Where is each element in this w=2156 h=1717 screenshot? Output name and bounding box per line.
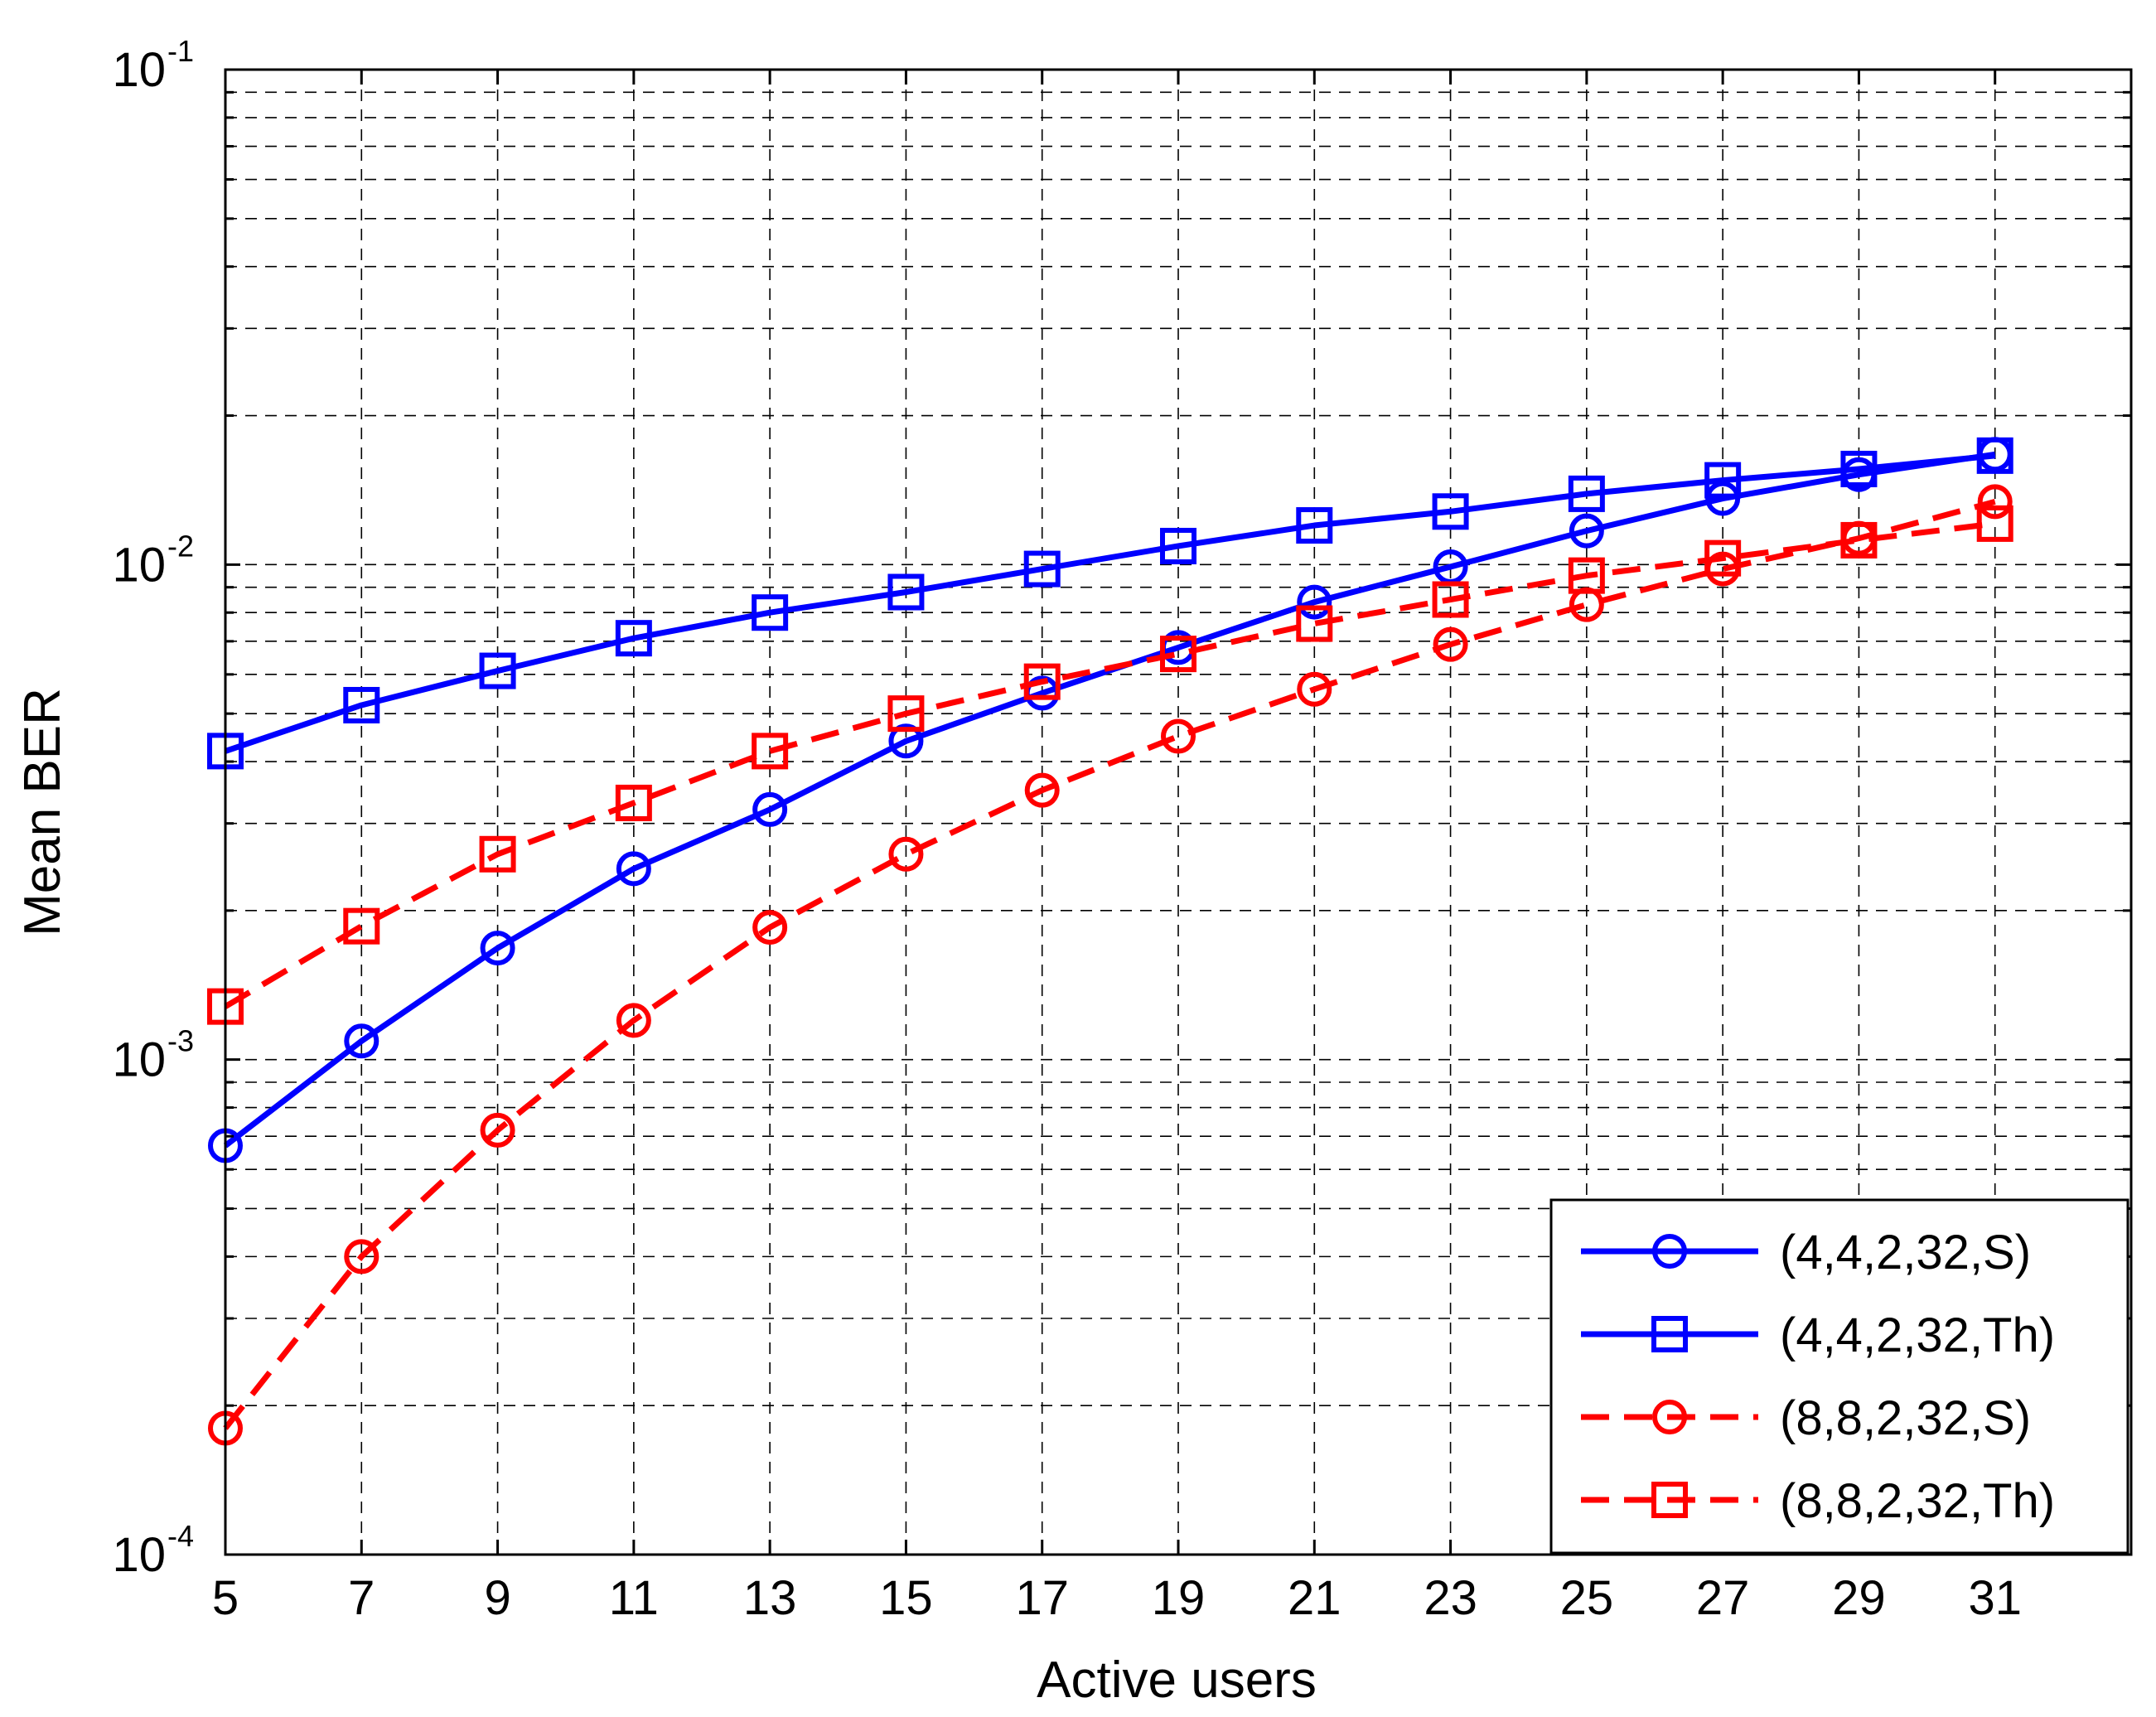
data-point xyxy=(752,594,789,631)
data-point xyxy=(1433,626,1468,662)
series-layer xyxy=(207,437,2013,1446)
data-point xyxy=(343,686,380,723)
grid-lines xyxy=(225,70,2131,1555)
data-point xyxy=(887,695,925,733)
data-point xyxy=(479,835,516,873)
data-point xyxy=(616,1003,651,1038)
data-point xyxy=(888,836,924,872)
y-tick-base: 10 xyxy=(112,1528,166,1582)
y-tick-exponent: -2 xyxy=(167,529,194,563)
x-tick-label: 17 xyxy=(1015,1571,1069,1625)
data-point xyxy=(1296,507,1333,544)
data-point xyxy=(616,851,651,887)
data-point xyxy=(752,733,789,770)
legend-label: (4,4,2,32,Th) xyxy=(1780,1308,2055,1362)
legend-label: (8,8,2,32,S) xyxy=(1780,1391,2031,1445)
y-tick-exponent: -4 xyxy=(167,1519,194,1553)
y-tick-base: 10 xyxy=(112,43,166,97)
data-point xyxy=(752,791,788,827)
data-point xyxy=(344,1239,379,1274)
data-point xyxy=(752,910,788,946)
legend-marker xyxy=(1652,1234,1687,1269)
data-point xyxy=(1840,450,1878,487)
data-point xyxy=(1297,584,1332,620)
data-point xyxy=(1023,663,1061,700)
legend-entry: (4,4,2,32,S) xyxy=(1581,1226,2031,1279)
x-tick-label: 13 xyxy=(743,1571,797,1625)
legend-label: (8,8,2,32,Th) xyxy=(1780,1474,2055,1528)
x-tick-label: 7 xyxy=(348,1571,375,1625)
data-point xyxy=(1568,557,1605,594)
legend-entry: (4,4,2,32,Th) xyxy=(1581,1308,2055,1362)
data-point xyxy=(1704,539,1742,577)
data-point xyxy=(479,652,516,689)
series-line xyxy=(223,499,1996,1430)
series-line xyxy=(224,452,1996,754)
y-tick-base: 10 xyxy=(112,538,166,592)
y-axis-label: Mean BER xyxy=(14,688,71,936)
x-tick-labels: 5 7 9 11 13 15 17 19 21 23 25 27 29 31 xyxy=(212,1571,2022,1625)
y-tick-labels: 10-410-310-210-1 xyxy=(112,34,194,1582)
data-point xyxy=(1569,513,1604,549)
series-line xyxy=(224,520,1996,1009)
data-point xyxy=(1976,505,2013,542)
y-tick-exponent: -3 xyxy=(167,1024,194,1058)
y-tick-label: 10 -2 xyxy=(112,529,194,592)
x-tick-label: 23 xyxy=(1424,1571,1477,1625)
data-point xyxy=(1023,550,1061,588)
y-tick-label: 10 -3 xyxy=(112,1024,194,1087)
data-point xyxy=(615,620,652,657)
legend-box xyxy=(1549,1198,2129,1555)
data-point xyxy=(1432,581,1469,618)
data-point xyxy=(1024,772,1060,808)
data-point xyxy=(1297,671,1332,707)
data-point xyxy=(344,1023,379,1059)
x-tick-label: 25 xyxy=(1560,1571,1614,1625)
data-point xyxy=(1161,718,1196,754)
x-axis-label: Active users xyxy=(1037,1652,1317,1709)
x-tick-label: 27 xyxy=(1696,1571,1750,1625)
legend-marker xyxy=(1651,1316,1688,1352)
y-tick-label: 10 -1 xyxy=(112,34,194,97)
legend-entry: (8,8,2,32,S) xyxy=(1581,1391,2031,1445)
data-point xyxy=(1704,462,1742,499)
y-tick-base: 10 xyxy=(112,1033,166,1087)
legend-marker xyxy=(1651,1482,1688,1518)
y-tick-exponent: -1 xyxy=(167,34,194,68)
legend-entry: (8,8,2,32,Th) xyxy=(1581,1474,2055,1528)
legend: (4,4,2,32,S) (4,4,2,32,Th) (8,8,2,32,S) (8,… xyxy=(1549,1198,2129,1555)
x-tick-label: 31 xyxy=(1968,1571,2022,1625)
x-tick-label: 19 xyxy=(1152,1571,1206,1625)
x-tick-label: 11 xyxy=(609,1571,659,1625)
y-tick-label: 10 -4 xyxy=(112,1519,194,1582)
data-point xyxy=(615,784,652,821)
legend-label: (4,4,2,32,S) xyxy=(1780,1226,2031,1279)
data-point xyxy=(1432,493,1469,530)
data-point xyxy=(1840,521,1878,559)
legend-marker xyxy=(1652,1400,1687,1434)
data-point xyxy=(1160,636,1196,673)
data-point xyxy=(1160,527,1196,564)
data-point xyxy=(343,907,380,945)
data-point xyxy=(1977,484,2013,520)
data-point xyxy=(1976,437,2013,474)
series-4 xyxy=(207,505,2013,1025)
x-tick-label: 9 xyxy=(484,1571,510,1625)
data-point xyxy=(1296,605,1333,642)
data-point xyxy=(1568,475,1605,512)
data-point xyxy=(480,931,515,966)
x-tick-label: 29 xyxy=(1832,1571,1886,1625)
data-point xyxy=(888,723,924,759)
x-tick-label: 21 xyxy=(1288,1571,1341,1625)
x-tick-label: 15 xyxy=(879,1571,933,1625)
data-point xyxy=(480,1112,515,1148)
data-point xyxy=(887,573,925,611)
x-tick-label: 5 xyxy=(212,1571,239,1625)
